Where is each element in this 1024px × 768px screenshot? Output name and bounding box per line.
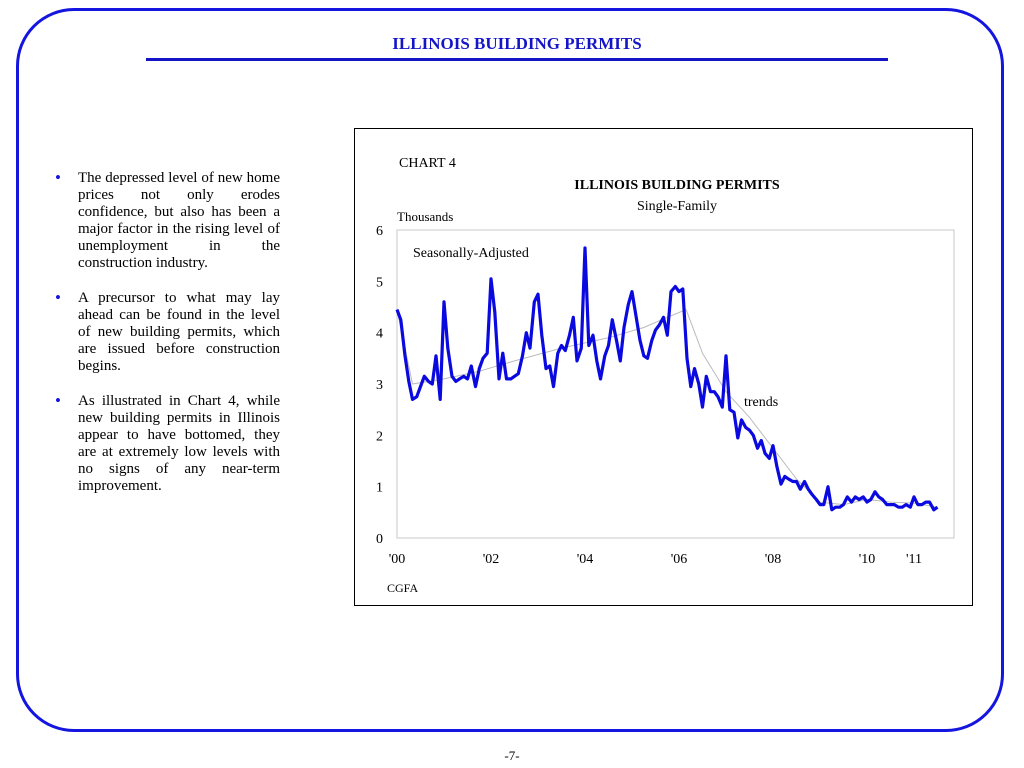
y-tick-label: 2 xyxy=(376,429,383,444)
y-tick-label: 1 xyxy=(376,481,383,496)
chart-subtitle: Single-Family xyxy=(637,199,717,214)
x-tick-label: '04 xyxy=(577,552,594,567)
y-tick-label: 4 xyxy=(376,327,383,342)
bullet-icon: • xyxy=(55,391,61,410)
chart-series xyxy=(395,246,939,512)
y-tick-label: 0 xyxy=(376,532,383,547)
x-tick-label: '06 xyxy=(671,552,688,567)
x-tick-label: '11 xyxy=(906,552,922,567)
x-tick-label: '10 xyxy=(859,552,876,567)
bullet-item: • As illustrated in Chart 4, while new b… xyxy=(55,391,280,495)
plot-area xyxy=(396,229,955,539)
y-tick-label: 3 xyxy=(376,378,383,393)
line-chart: CHART 4 ILLINOIS BUILDING PERMITS Single… xyxy=(376,156,955,595)
y-axis-label: Thousands xyxy=(397,209,453,224)
bullet-item: • The depressed level of new home prices… xyxy=(55,168,280,272)
annotation-seasonally-adjusted: Seasonally-Adjusted xyxy=(413,246,529,261)
permits-series-line xyxy=(395,246,939,512)
chart-panel: CHART 4 ILLINOIS BUILDING PERMITS Single… xyxy=(354,128,973,606)
x-tick-label: '08 xyxy=(765,552,782,567)
annotation-trends: trends xyxy=(744,395,778,410)
chart-label: CHART 4 xyxy=(399,156,456,171)
bullet-item: • A precursor to what may lay ahead can … xyxy=(55,288,280,375)
page-number: -7- xyxy=(504,748,520,763)
x-tick-label: '02 xyxy=(483,552,500,567)
axis-ticks: 0 1 2 3 4 5 6 '00 '02 '04 '06 '08 '10 '11 xyxy=(376,224,922,567)
bullet-icon: • xyxy=(55,168,61,187)
bullet-icon: • xyxy=(55,288,61,307)
bullet-text: The depressed level of new home prices n… xyxy=(78,170,280,271)
page-title: ILLINOIS BUILDING PERMITS xyxy=(392,34,642,53)
x-tick-label: '00 xyxy=(389,552,406,567)
bullet-text: A precursor to what may lay ahead can be… xyxy=(78,290,280,374)
y-tick-label: 6 xyxy=(376,224,383,239)
bullet-text: As illustrated in Chart 4, while new bui… xyxy=(78,393,280,494)
y-tick-label: 5 xyxy=(376,275,383,290)
trend-series-line xyxy=(396,309,938,508)
slide-frame xyxy=(16,8,1004,732)
title-underline xyxy=(146,58,888,61)
chart-title: ILLINOIS BUILDING PERMITS xyxy=(574,178,780,193)
bullet-list: • The depressed level of new home prices… xyxy=(55,168,280,513)
chart-source: CGFA xyxy=(387,581,418,595)
